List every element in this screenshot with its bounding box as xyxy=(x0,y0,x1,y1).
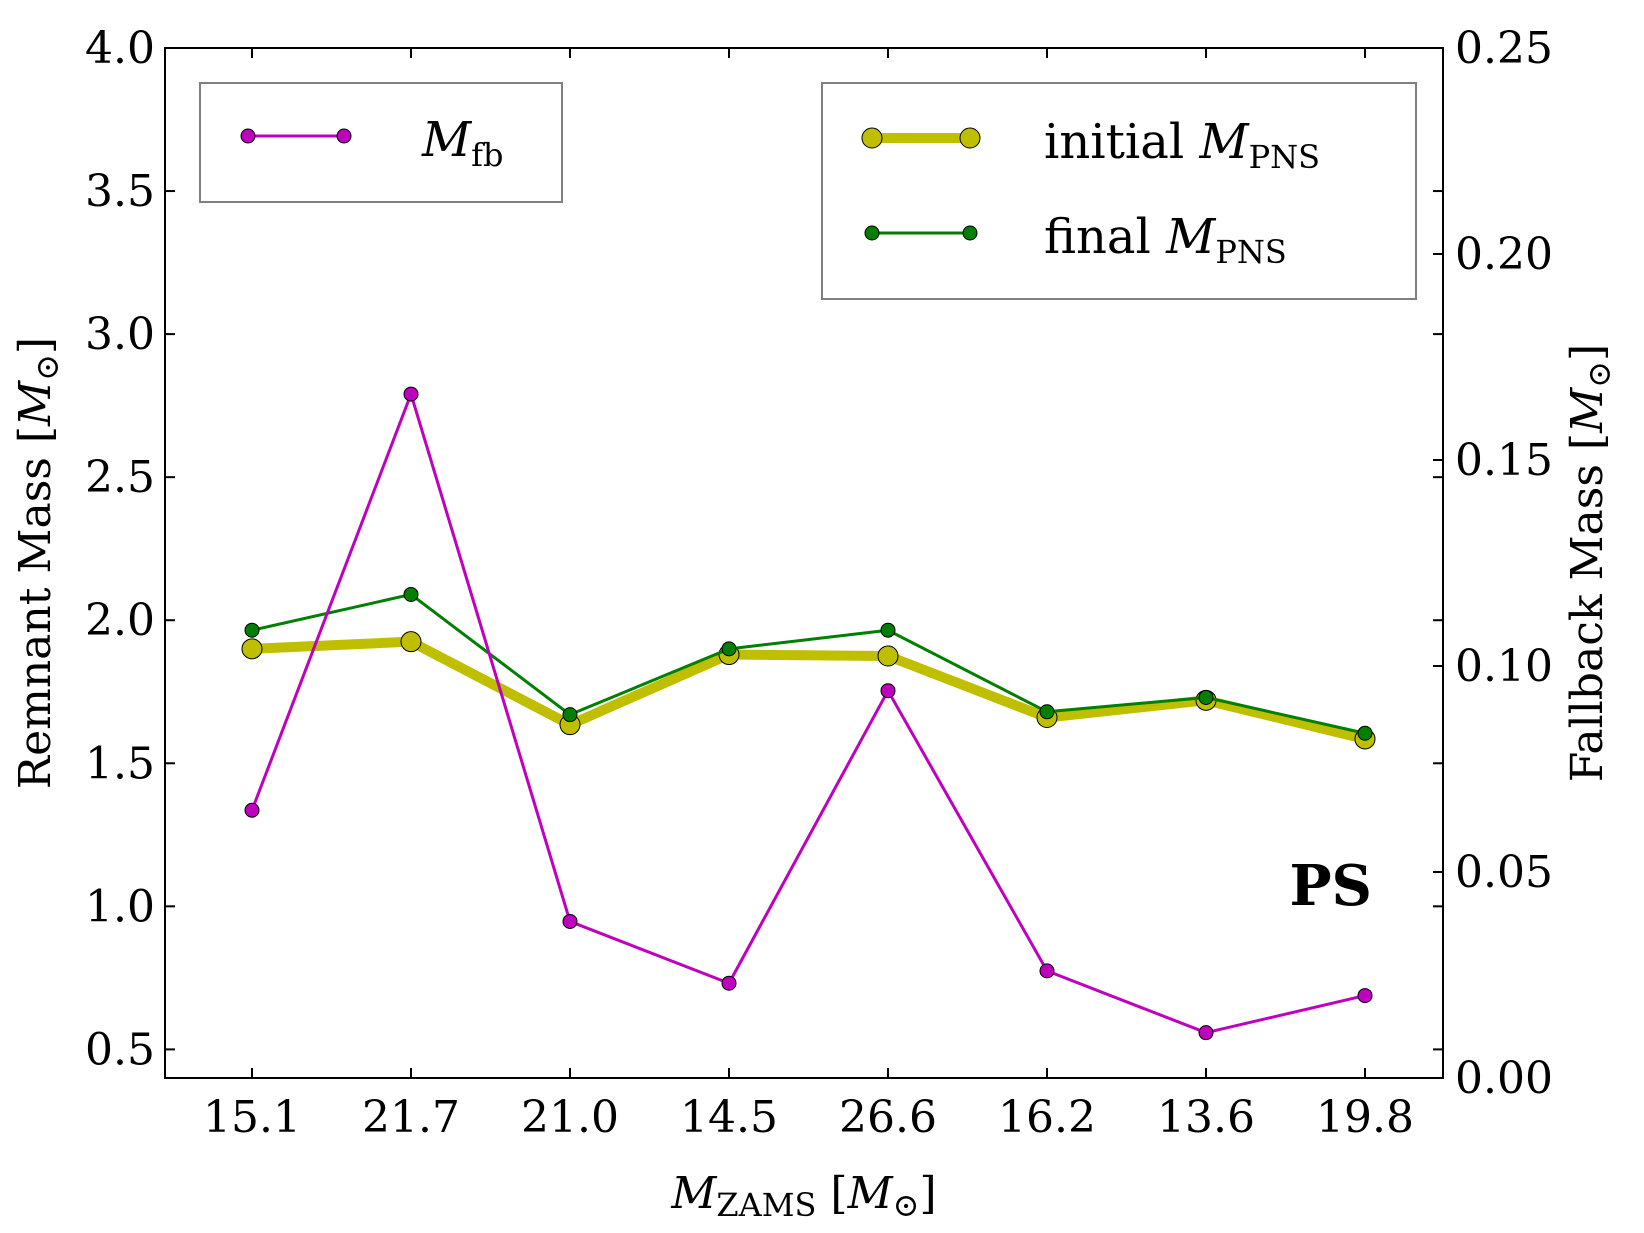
legend-label-initial: initial MPNS xyxy=(1044,114,1320,176)
y-tick-label-right: 0.20 xyxy=(1455,229,1553,280)
data-point-final-mpns xyxy=(1357,725,1373,741)
y-tick-label-left: 3.0 xyxy=(85,309,155,360)
y-axis-label-right: Fallback Mass [M⊙] xyxy=(1562,344,1618,782)
data-point-final-mpns xyxy=(562,707,578,723)
x-axis-label: MZAMS [M⊙] xyxy=(670,1168,936,1224)
legend-fallback: Mfb xyxy=(199,82,563,203)
legend-marker-final xyxy=(864,225,880,241)
data-point-mfb xyxy=(562,913,578,929)
y-tick-label-right: 0.15 xyxy=(1455,435,1553,486)
legend-box xyxy=(821,82,1417,300)
legend-marker-mfb xyxy=(240,128,256,144)
y-tick-label-left: 1.0 xyxy=(85,881,155,932)
y-tick-label-left: 2.0 xyxy=(85,595,155,646)
legend-box xyxy=(199,82,563,203)
series-line-mfb xyxy=(250,392,1366,1035)
series-line-final-mpns xyxy=(251,592,1366,735)
x-tick-label: 16.2 xyxy=(998,1092,1096,1143)
y-tick-label-left: 0.5 xyxy=(85,1024,155,1075)
y-tick-label-left: 2.5 xyxy=(85,452,155,503)
data-point-initial-mpns xyxy=(400,631,422,653)
data-point-final-mpns xyxy=(721,641,737,657)
data-point-mfb xyxy=(1039,963,1055,979)
data-point-mfb xyxy=(880,683,896,699)
y-tick-label-right: 0.00 xyxy=(1455,1053,1553,1104)
legend-marker-final xyxy=(962,225,978,241)
data-point-mfb xyxy=(1357,988,1373,1004)
x-tick-label: 21.7 xyxy=(362,1092,460,1143)
legend-marker-initial xyxy=(861,127,883,149)
legend-marker-initial xyxy=(959,127,981,149)
data-point-initial-mpns xyxy=(877,645,899,667)
y-axis-label-left: Remnant Mass [M⊙] xyxy=(10,337,66,789)
data-point-initial-mpns xyxy=(241,638,263,660)
data-point-final-mpns xyxy=(403,586,419,602)
series-line-initial-mpns xyxy=(251,636,1367,744)
data-point-final-mpns xyxy=(1198,689,1214,705)
y-tick-label-right: 0.05 xyxy=(1455,847,1553,898)
y-tick-label-left: 1.5 xyxy=(85,738,155,789)
data-point-mfb xyxy=(1198,1025,1214,1041)
axis-ticks: 0.5 1.0 1.5 2.0 2.5 3.0 3.5 4.0 0.00 0.05 0.10 0.15… xyxy=(85,23,1553,1143)
x-tick-label: 19.8 xyxy=(1316,1092,1414,1143)
y-tick-label-right: 0.25 xyxy=(1455,23,1553,74)
x-tick-label: 15.1 xyxy=(203,1092,301,1143)
y-tick-label-right: 0.10 xyxy=(1455,641,1553,692)
data-point-final-mpns xyxy=(1039,704,1055,720)
legend-marker-mfb xyxy=(336,128,352,144)
legend-label-mfb: Mfb xyxy=(421,112,503,174)
data-point-final-mpns xyxy=(880,622,896,638)
x-tick-label: 26.6 xyxy=(839,1092,937,1143)
x-tick-label: 21.0 xyxy=(521,1092,619,1143)
data-point-mfb xyxy=(244,802,260,818)
legend-pns: initial MPNS final MPNS xyxy=(821,82,1417,300)
y-tick-label-left: 3.5 xyxy=(85,166,155,217)
data-point-mfb xyxy=(403,386,419,402)
plot-frame xyxy=(164,47,1444,1079)
legend-label-final: final MPNS xyxy=(1044,209,1287,271)
series-lines xyxy=(241,386,1376,1041)
y-tick-label-left: 4.0 xyxy=(85,23,155,74)
x-tick-label: 14.5 xyxy=(680,1092,778,1143)
annotation-ps: PS xyxy=(1289,853,1372,919)
data-point-mfb xyxy=(721,975,737,991)
x-tick-label: 13.6 xyxy=(1157,1092,1255,1143)
data-point-final-mpns xyxy=(244,622,260,638)
